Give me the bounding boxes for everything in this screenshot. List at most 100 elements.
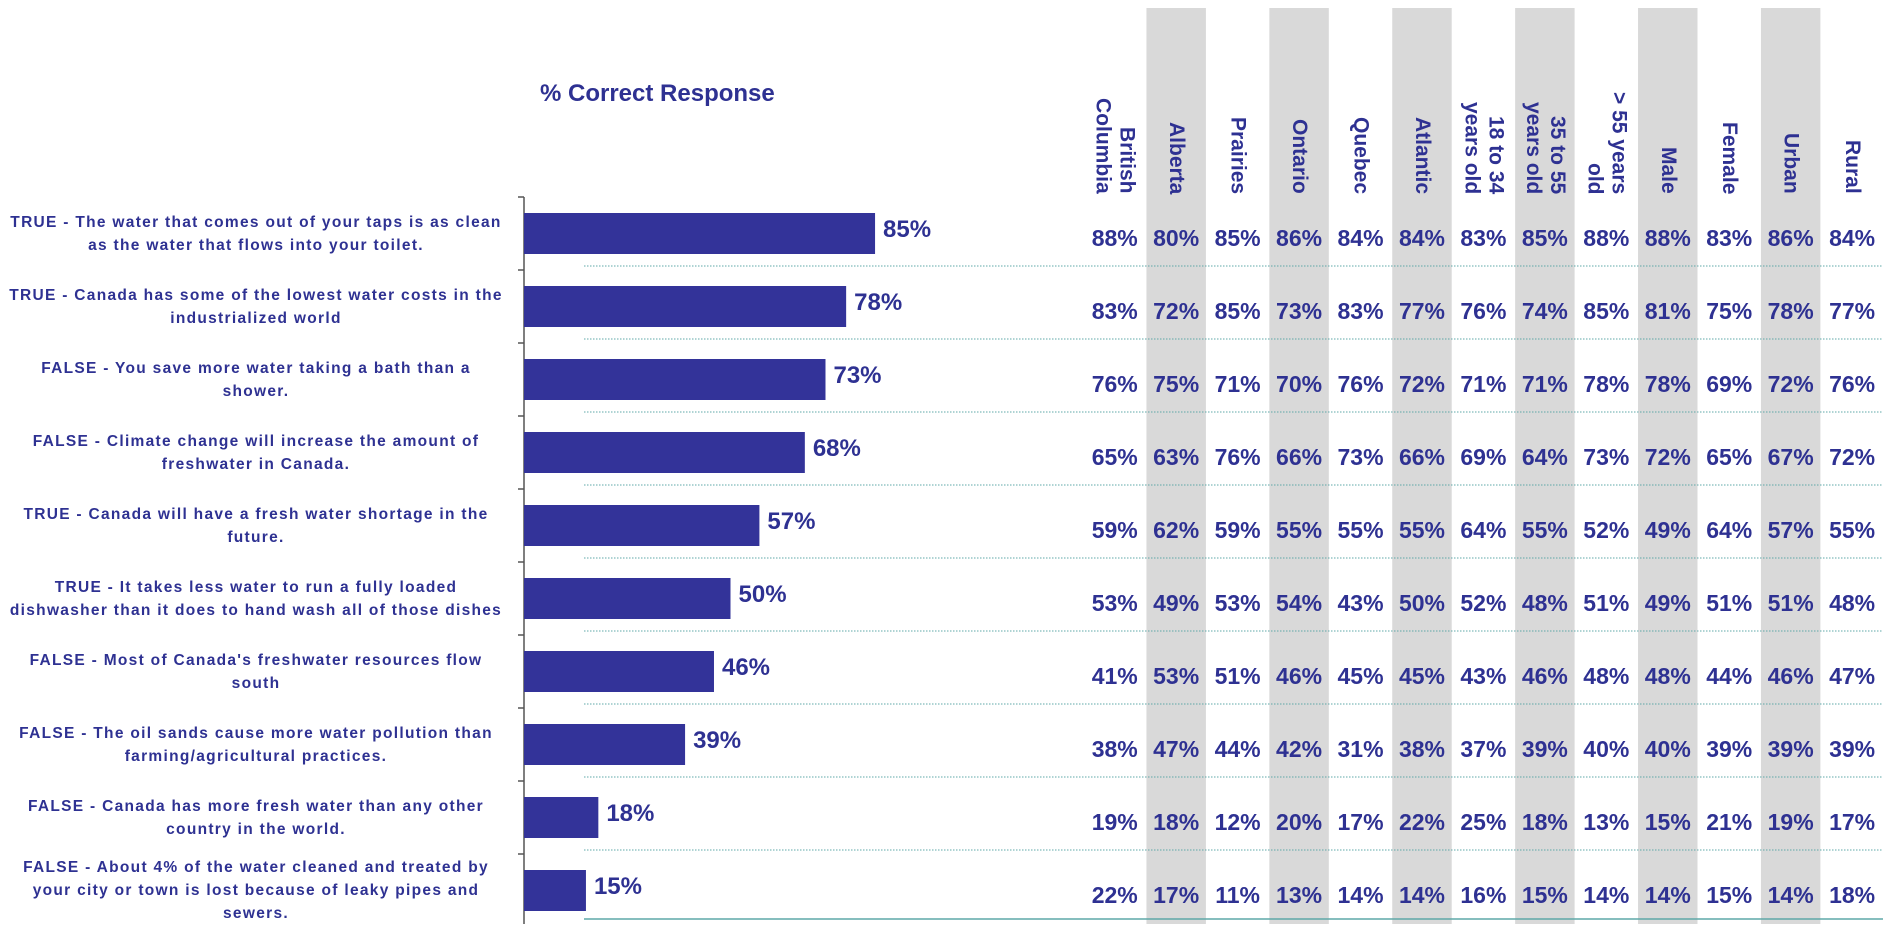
table-cell: 67% (1767, 443, 1814, 470)
table-cell: 74% (1521, 297, 1568, 324)
table-cell: 83% (1706, 224, 1753, 251)
table-cell: 20% (1276, 808, 1323, 835)
table-cell: 52% (1460, 589, 1507, 616)
table-cell: 75% (1153, 370, 1200, 397)
table-cell: 76% (1460, 297, 1507, 324)
table-cell: 18% (1521, 808, 1568, 835)
table-cell: 88% (1644, 224, 1691, 251)
bar (524, 505, 760, 546)
table-cell: 72% (1398, 370, 1445, 397)
table-cell: 18% (1153, 808, 1200, 835)
table-cell: 53% (1153, 662, 1200, 689)
table-cell: 39% (1767, 735, 1814, 762)
table-cell: 78% (1583, 370, 1630, 397)
bar (524, 724, 686, 765)
table-cell: 17% (1337, 808, 1384, 835)
table-cell: 41% (1091, 662, 1138, 689)
bar-value-label: 85% (883, 216, 931, 243)
table-cell: 31% (1337, 735, 1384, 762)
table-cell: 15% (1521, 881, 1568, 908)
table-cell: 22% (1398, 808, 1445, 835)
bar-value-label: 46% (722, 654, 770, 681)
table-cell: 44% (1706, 662, 1753, 689)
table-cell: 55% (1521, 516, 1568, 543)
column-header: Ontario (1288, 119, 1312, 194)
bar-value-label: 50% (739, 581, 787, 608)
column-header: Prairies (1226, 116, 1250, 194)
table-cell: 84% (1829, 224, 1876, 251)
table-cell: 48% (1583, 662, 1630, 689)
category-label: TRUE - Canada will have a fresh water sh… (23, 505, 489, 546)
table-cell: 53% (1214, 589, 1261, 616)
table-cell: 69% (1460, 443, 1507, 470)
column-header: Male (1656, 147, 1680, 194)
table-cell: 85% (1214, 297, 1261, 324)
table-cell: 59% (1091, 516, 1138, 543)
column-header: 35 to 55 years old (1521, 101, 1569, 194)
column-shade (1638, 8, 1698, 924)
bar-value-label: 73% (833, 362, 881, 389)
table-cell: 44% (1214, 735, 1261, 762)
table-cell: 18% (1829, 881, 1876, 908)
table-cell: 86% (1276, 224, 1323, 251)
table-cell: 66% (1398, 443, 1445, 470)
table-cell: 15% (1706, 881, 1753, 908)
column-header: Urban (1779, 133, 1803, 194)
category-label: FALSE - Canada has more fresh water than… (27, 797, 485, 838)
table-cell: 39% (1521, 735, 1568, 762)
table-cell: 73% (1276, 297, 1323, 324)
table-cell: 22% (1091, 881, 1138, 908)
table-cell: 52% (1583, 516, 1630, 543)
table-cell: 47% (1153, 735, 1200, 762)
table-cell: 71% (1521, 370, 1568, 397)
table-cell: 55% (1276, 516, 1323, 543)
column-header: > 55 years old (1583, 91, 1631, 194)
bar-value-label: 18% (606, 800, 654, 827)
table-cell: 51% (1706, 589, 1753, 616)
table-cell: 14% (1398, 881, 1445, 908)
table-cell: 73% (1583, 443, 1630, 470)
table-cell: 17% (1153, 881, 1200, 908)
table-cell: 55% (1398, 516, 1445, 543)
table-cell: 64% (1521, 443, 1568, 470)
table-cell: 43% (1337, 589, 1384, 616)
category-label: FALSE - The oil sands cause more water p… (19, 724, 493, 765)
table-cell: 64% (1706, 516, 1753, 543)
table-cell: 13% (1583, 808, 1630, 835)
column-header: Alberta (1165, 121, 1189, 194)
chart-title: % Correct Response (540, 80, 775, 107)
table-cell: 40% (1583, 735, 1630, 762)
table-cell: 85% (1583, 297, 1630, 324)
table-cell: 21% (1706, 808, 1753, 835)
table-cell: 51% (1214, 662, 1261, 689)
table-cell: 47% (1829, 662, 1876, 689)
table-cell: 14% (1767, 881, 1814, 908)
table-cell: 76% (1214, 443, 1261, 470)
bar-value-label: 15% (594, 873, 642, 900)
column-header: British Columbia (1091, 98, 1139, 194)
table-cell: 42% (1276, 735, 1323, 762)
table-cell: 49% (1153, 589, 1200, 616)
table-cell: 54% (1276, 589, 1323, 616)
bar (524, 359, 826, 400)
table-cell: 39% (1829, 735, 1876, 762)
bar (524, 870, 586, 911)
column-shade (1760, 8, 1821, 924)
table-cell: 71% (1214, 370, 1261, 397)
table-cell: 55% (1337, 516, 1384, 543)
table-cell: 13% (1276, 881, 1323, 908)
table-cell: 76% (1829, 370, 1876, 397)
table-cell: 25% (1460, 808, 1507, 835)
table-cell: 48% (1644, 662, 1691, 689)
table-cell: 78% (1767, 297, 1814, 324)
table-cell: 12% (1214, 808, 1261, 835)
table-cell: 55% (1829, 516, 1876, 543)
table-cell: 86% (1767, 224, 1814, 251)
table-cell: 48% (1521, 589, 1568, 616)
column-header: Female (1718, 121, 1742, 194)
table-cell: 63% (1153, 443, 1200, 470)
column-header: 18 to 34 years old (1460, 101, 1508, 194)
table-cell: 19% (1767, 808, 1814, 835)
table-cell: 76% (1337, 370, 1384, 397)
